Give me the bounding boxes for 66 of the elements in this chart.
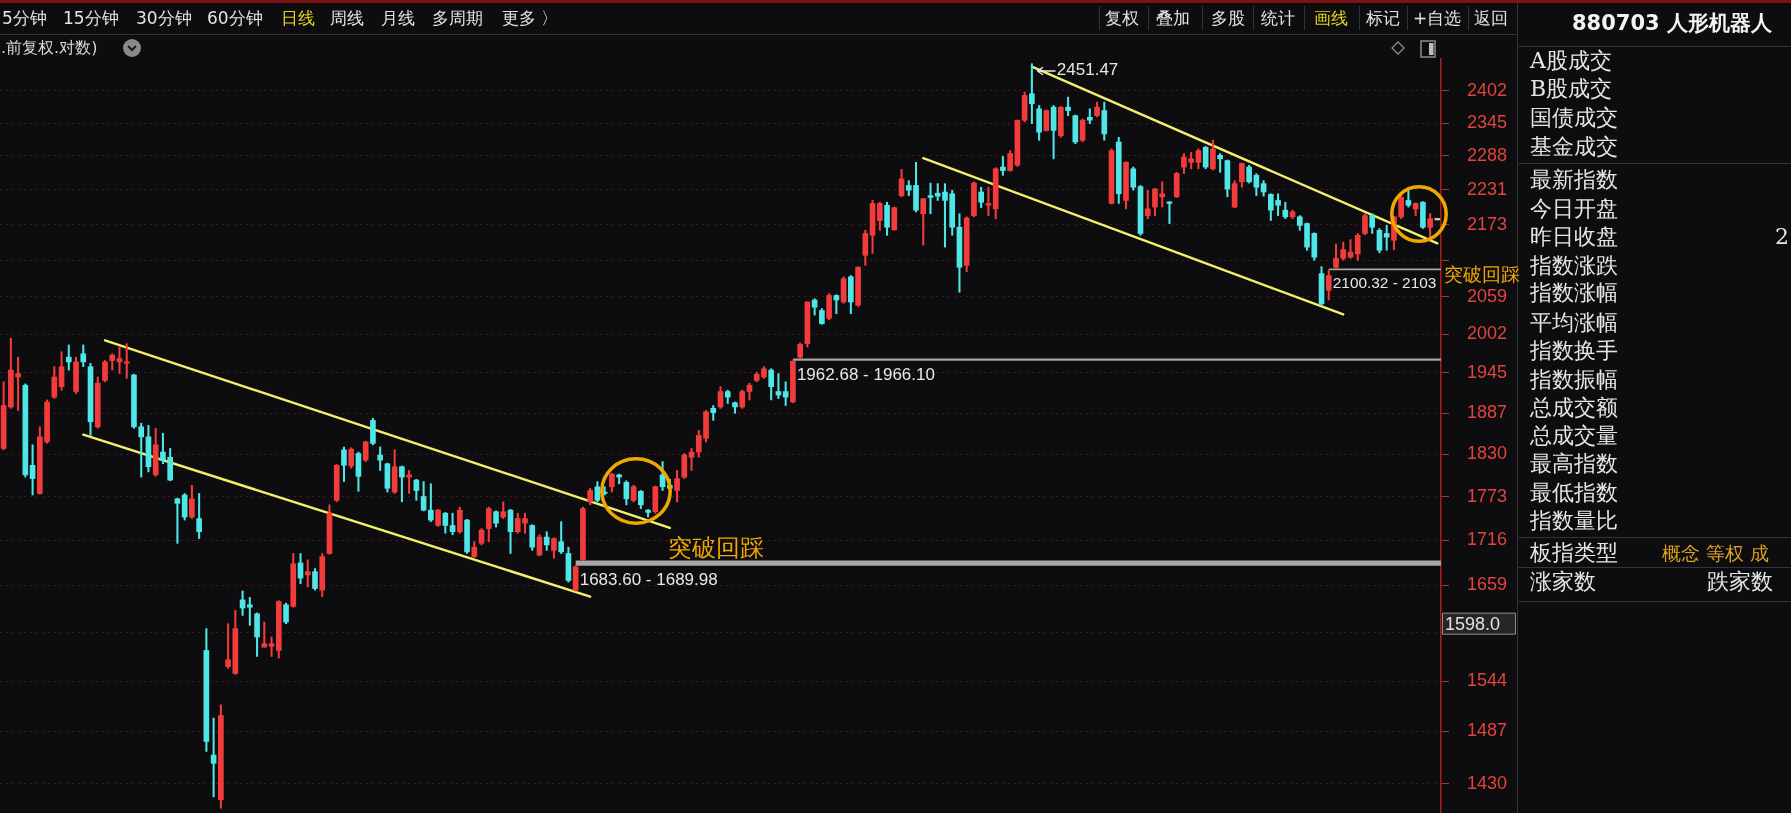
text: 板指类型 xyxy=(1530,538,1618,567)
text: 画线 xyxy=(1314,7,1348,29)
text: 指数换手 xyxy=(1530,336,1618,365)
y-tick-label: 1887 xyxy=(1467,402,1508,423)
y-tick-label: 2173 xyxy=(1467,213,1508,234)
y-tick-label: 1544 xyxy=(1467,670,1508,691)
text: 突破回踩 xyxy=(1444,262,1520,286)
text: 平均涨幅 xyxy=(1530,308,1618,337)
text: A股成交 xyxy=(1530,47,1612,75)
text: 标记 xyxy=(1366,7,1400,29)
text: 复权 xyxy=(1105,7,1139,29)
text: 总成交量 xyxy=(1530,421,1618,450)
y-tick-label: 2288 xyxy=(1467,144,1508,165)
text: 指数涨幅 xyxy=(1530,279,1618,308)
text: 今日开盘 xyxy=(1530,194,1618,223)
y-tick-label: 1945 xyxy=(1467,361,1508,382)
text: 周线 xyxy=(330,7,364,29)
text: 总成交额 xyxy=(1530,394,1618,423)
band-label: 1962.68 - 1966.10 xyxy=(796,364,935,384)
text: 叠加 xyxy=(1156,7,1190,29)
y-tick-label: 2402 xyxy=(1467,79,1508,100)
y-tick-label: 1430 xyxy=(1467,772,1508,793)
candlestick xyxy=(123,343,130,379)
annotation: 2451.47 xyxy=(1056,60,1119,80)
text: 多股 xyxy=(1211,7,1245,29)
y-tick-label: 2345 xyxy=(1467,112,1508,133)
text: 指数量比 xyxy=(1530,506,1618,535)
text: 多周期 xyxy=(432,7,483,29)
y-tick-label: 2231 xyxy=(1467,178,1508,199)
text: 统计 xyxy=(1261,7,1295,29)
text: 返回 xyxy=(1474,7,1508,29)
y-tick-label: 1716 xyxy=(1467,529,1508,550)
annotation: 突破回踩 xyxy=(668,533,764,563)
text: 指数振幅 xyxy=(1530,366,1618,395)
band-label: 1683.60 - 1689.98 xyxy=(579,569,718,589)
text: +自选 xyxy=(1413,7,1462,29)
text: 跌家数 xyxy=(1707,568,1773,597)
y-tick-label: 2002 xyxy=(1467,323,1508,344)
text: 国债成交 xyxy=(1530,104,1618,132)
text: 月线 xyxy=(381,7,415,29)
text: 1598.0 xyxy=(1445,613,1501,634)
y-tick-label: 1487 xyxy=(1467,720,1508,741)
text: 更多 〉 xyxy=(502,7,559,29)
text: 最低指数 xyxy=(1530,479,1618,507)
y-tick-label: 1773 xyxy=(1467,485,1508,506)
y-tick-label: 1659 xyxy=(1467,574,1508,595)
text: 日线 xyxy=(281,7,315,29)
text: 最高指数 xyxy=(1530,450,1618,479)
text: 昨日收盘 xyxy=(1530,223,1618,251)
text: 2 xyxy=(1775,223,1789,251)
band-label: 2100.32 - 2103 xyxy=(1332,274,1437,292)
text: 5分钟 xyxy=(2,7,47,29)
text: 概念 等权 成 xyxy=(1662,540,1770,565)
text: 880703 人形机器人 xyxy=(1572,10,1772,36)
text: B股成交 xyxy=(1530,75,1613,103)
text: 15分钟 xyxy=(63,7,119,29)
y-tick-label: 1830 xyxy=(1467,443,1508,464)
text: 60分钟 xyxy=(207,7,263,29)
y-tick-label: 2059 xyxy=(1467,285,1508,306)
text: 指数涨跌 xyxy=(1530,251,1618,280)
text: 最新指数 xyxy=(1530,165,1618,194)
text: 30分钟 xyxy=(136,7,192,29)
chart-subtitle: .前复权.对数) xyxy=(1,38,98,58)
text: 涨家数 xyxy=(1530,568,1596,597)
text: 基金成交 xyxy=(1530,133,1618,161)
candlestick xyxy=(927,182,934,215)
